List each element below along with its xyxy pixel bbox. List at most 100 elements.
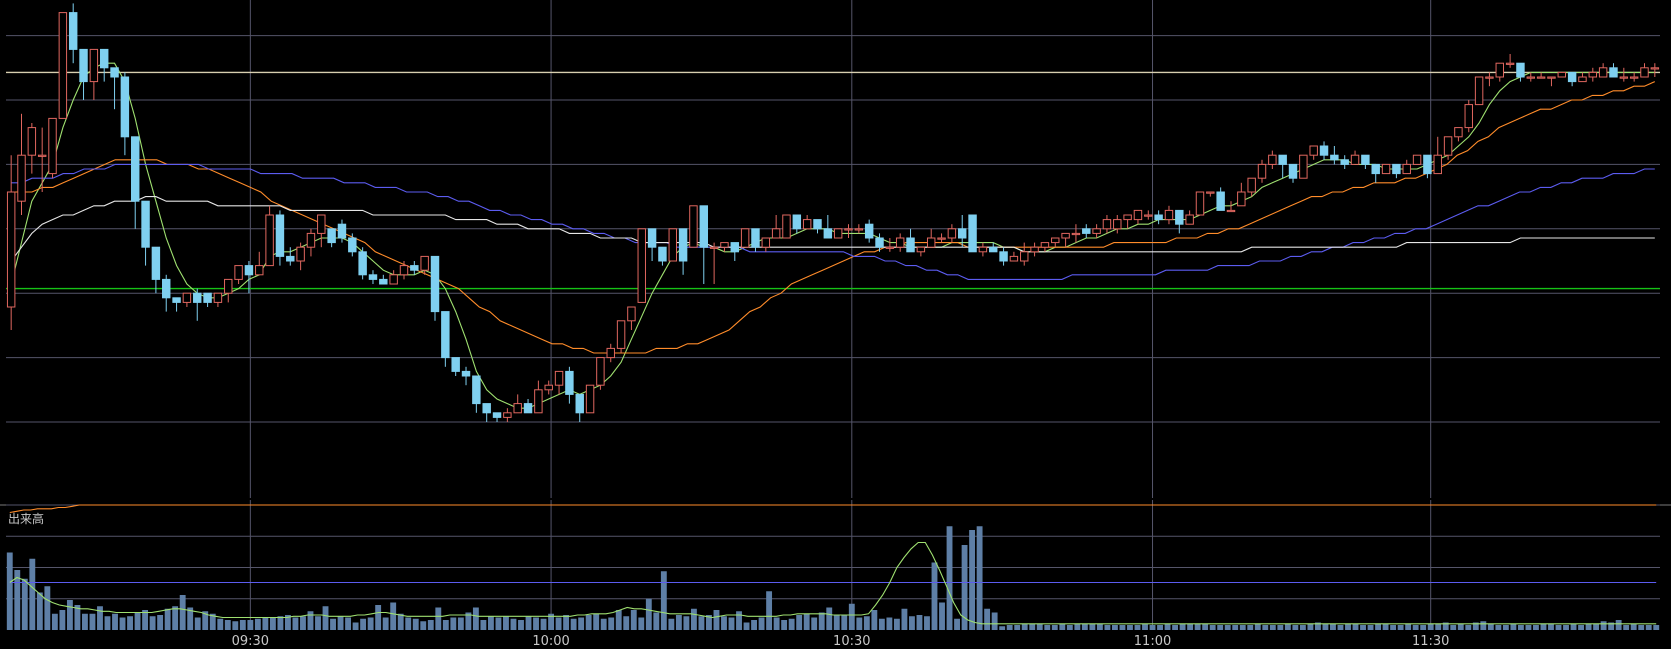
- volume-bar: [721, 616, 727, 630]
- volume-bar: [653, 612, 660, 630]
- candle-body-up: [978, 246, 988, 253]
- candle-body-up: [771, 228, 781, 239]
- candle: [224, 278, 233, 303]
- volume-bar: [127, 616, 133, 630]
- volume-bar: [563, 615, 570, 630]
- candle: [606, 343, 615, 363]
- volume-bar: [510, 618, 517, 630]
- candle-body-up: [1195, 191, 1205, 216]
- candle-body-up: [1113, 219, 1122, 230]
- candle: [296, 242, 305, 271]
- candle: [989, 242, 998, 253]
- volume-bar: [1036, 623, 1043, 630]
- volume-bar: [999, 626, 1006, 630]
- volume-bar: [232, 621, 239, 630]
- candle-body-down: [162, 278, 171, 299]
- volume-bar: [1593, 623, 1600, 630]
- volume-bar: [457, 617, 464, 630]
- volume-bar: [1164, 623, 1171, 630]
- volume-bar: [450, 617, 457, 630]
- candle: [802, 215, 812, 230]
- candle: [399, 261, 409, 280]
- candle: [1185, 210, 1194, 225]
- candle: [999, 247, 1008, 266]
- candle-body-down: [120, 76, 130, 138]
- candle: [616, 320, 626, 353]
- candle-body-up: [1020, 251, 1029, 262]
- candle: [627, 306, 636, 330]
- volume-average-line: [9, 504, 1657, 514]
- volume-panel-title: 出来高: [8, 511, 44, 526]
- candle-body-up: [1299, 154, 1308, 179]
- candle-body-down: [1516, 62, 1525, 78]
- volume-bar: [1089, 623, 1096, 630]
- candle: [482, 403, 491, 422]
- candle: [637, 228, 646, 303]
- candle-body-down: [751, 228, 760, 248]
- volume-bar: [262, 617, 269, 630]
- candle: [668, 228, 677, 262]
- candle-body-up: [585, 384, 595, 414]
- x-tick-label: 10:00: [532, 634, 569, 649]
- volume-bar: [1615, 620, 1622, 630]
- candle: [1495, 62, 1504, 82]
- moving-average-line: [10, 62, 1655, 409]
- candle-body-up: [213, 292, 223, 303]
- candle-body-up: [1268, 154, 1277, 165]
- volume-bar: [1390, 625, 1397, 630]
- volume-bar: [59, 610, 66, 630]
- volume-bar: [390, 602, 397, 630]
- candle-body-up: [1247, 177, 1256, 193]
- candle: [565, 366, 574, 404]
- candle: [141, 200, 150, 266]
- candle-body-up: [1237, 191, 1246, 207]
- candle-body-up: [616, 320, 626, 349]
- volume-bar: [134, 612, 141, 630]
- candle: [1443, 136, 1453, 160]
- candle-body-up: [761, 237, 771, 248]
- volume-bar: [1224, 625, 1231, 630]
- candle: [17, 113, 26, 215]
- candle-body-down: [461, 370, 471, 377]
- candle-body-up: [554, 370, 564, 386]
- volume-bar: [645, 598, 652, 630]
- candle-body-up: [1640, 67, 1649, 78]
- candle: [813, 219, 822, 234]
- candle: [658, 246, 667, 266]
- candle-body-up: [317, 214, 326, 234]
- candle: [1361, 154, 1370, 169]
- candle-body-up: [1381, 163, 1391, 175]
- volume-bar: [600, 618, 607, 630]
- candle-body-up: [1051, 237, 1060, 244]
- candle: [1640, 63, 1649, 78]
- volume-bar: [803, 613, 810, 630]
- moving-average-line: [11, 81, 1656, 354]
- volume-bar: [21, 578, 28, 630]
- volume-bar: [142, 610, 149, 630]
- candle: [957, 215, 967, 248]
- candle: [740, 228, 750, 248]
- candle: [926, 228, 936, 248]
- candle-body-down: [441, 311, 450, 359]
- candle: [162, 274, 171, 312]
- volume-bar: [1638, 625, 1645, 630]
- volume-bar: [954, 618, 960, 630]
- candle-body-down: [203, 292, 212, 303]
- candle: [68, 3, 78, 64]
- candle-body-down: [410, 265, 419, 271]
- volume-bar: [29, 558, 36, 630]
- candle: [730, 242, 740, 261]
- candle-body-up: [544, 384, 553, 391]
- candle: [172, 297, 181, 312]
- candle: [193, 288, 202, 321]
- volume-bar: [1397, 625, 1404, 630]
- candle-body-up: [1123, 214, 1132, 221]
- volume-bar: [292, 617, 299, 630]
- volume-bar: [74, 605, 81, 630]
- volume-bar: [1375, 623, 1382, 630]
- volume-bar: [1059, 623, 1066, 630]
- candle-body-up: [1619, 76, 1629, 79]
- time-axis: 09:30 10:00 10:30 11:00 11:30: [232, 634, 1450, 649]
- candle-body-down: [1319, 145, 1329, 156]
- volume-bar: [1134, 625, 1141, 630]
